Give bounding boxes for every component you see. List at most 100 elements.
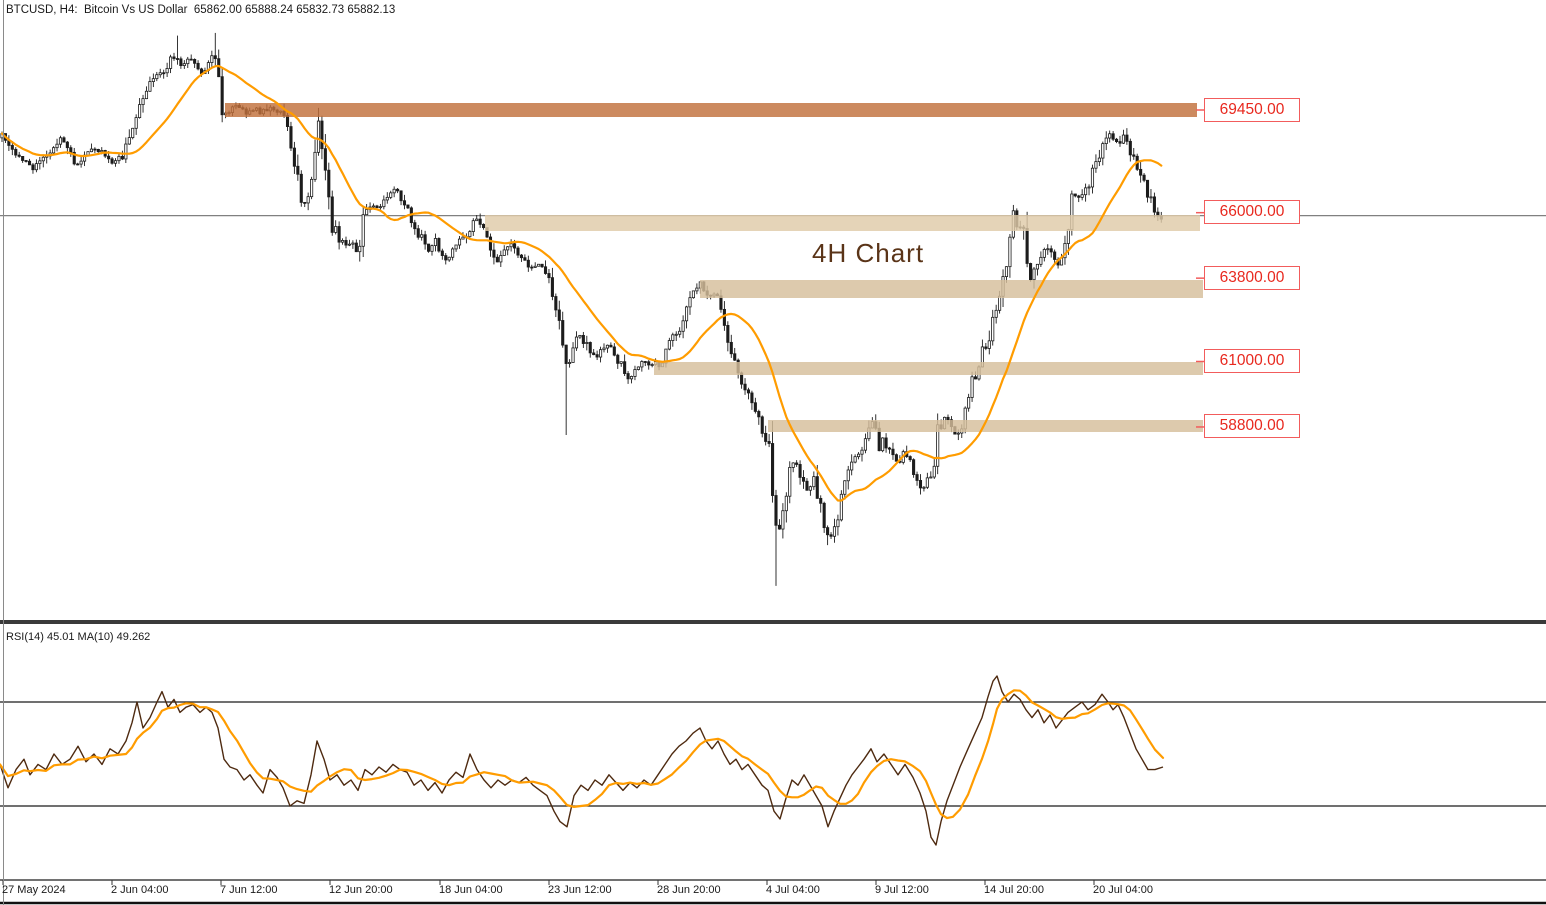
- candle-up: [860, 449, 864, 455]
- price-level-tag-61000[interactable]: 61000.00: [1204, 348, 1300, 373]
- axis-ticks: [2, 880, 1095, 885]
- price-level-tag-58800[interactable]: 58800.00: [1204, 414, 1300, 439]
- candle-down: [829, 534, 833, 537]
- candle-up: [925, 477, 929, 488]
- panel-splitter[interactable]: [0, 620, 1546, 624]
- supply-demand-zone-61000[interactable]: [654, 362, 1203, 375]
- rsi-indicator-label: RSI(14) 45.01 MA(10) 49.262: [6, 631, 151, 643]
- candle-down: [729, 341, 733, 355]
- candle-up: [1042, 249, 1046, 258]
- candle-down: [946, 416, 950, 421]
- candle-up: [165, 68, 169, 74]
- candle-down: [588, 342, 592, 354]
- candle-up: [186, 58, 190, 65]
- candle-up: [155, 74, 159, 80]
- candle-down: [175, 58, 179, 60]
- candle-down: [1111, 133, 1115, 140]
- candle-up: [141, 98, 145, 106]
- candle-down: [805, 480, 809, 491]
- candle-down: [323, 148, 327, 171]
- candle-up: [124, 143, 128, 160]
- candle-up: [55, 143, 59, 149]
- candle-down: [530, 266, 534, 269]
- candle-down: [771, 443, 775, 496]
- candle-down: [14, 148, 18, 156]
- candle-up: [365, 209, 369, 216]
- candle-down: [581, 335, 585, 344]
- candle-down: [1115, 138, 1119, 142]
- candle-down: [31, 164, 35, 171]
- candle-down: [733, 353, 737, 361]
- price-level-tag-63800[interactable]: 63800.00: [1204, 265, 1300, 290]
- candle-down: [743, 383, 747, 391]
- candle-up: [113, 160, 118, 164]
- candle-up: [89, 148, 93, 153]
- candle-up: [685, 306, 689, 322]
- candle-up: [148, 81, 152, 92]
- candle-down: [526, 259, 530, 268]
- candle-down: [767, 441, 771, 444]
- candle-up: [52, 147, 56, 154]
- candle-down: [107, 155, 111, 160]
- candle-down: [887, 447, 892, 450]
- rsi-line: [0, 675, 1164, 846]
- supply-demand-zone-63800[interactable]: [700, 280, 1203, 298]
- candle-down: [93, 148, 97, 151]
- candle-up: [313, 151, 317, 180]
- candle-down: [973, 376, 978, 380]
- candle-up: [1121, 134, 1125, 144]
- candle-down: [592, 352, 596, 356]
- candle-down: [110, 158, 114, 164]
- candle-down: [616, 354, 620, 364]
- candle-up: [784, 495, 788, 512]
- time-axis-label: 27 May 2024: [2, 884, 66, 896]
- candle-down: [292, 147, 296, 167]
- candle-down: [193, 59, 197, 64]
- candle-down: [795, 462, 799, 465]
- candle-down: [815, 476, 819, 499]
- candle-up: [1039, 256, 1043, 265]
- candle-down: [10, 145, 14, 150]
- supply-demand-zone-66000[interactable]: [485, 215, 1200, 231]
- candle-up: [58, 137, 63, 145]
- candle-down: [819, 497, 823, 504]
- candle-up: [169, 56, 173, 69]
- candle-down: [482, 223, 486, 229]
- candle-up: [1094, 161, 1098, 169]
- candle-up: [832, 526, 837, 537]
- candle-down: [1145, 179, 1150, 198]
- candle-down: [330, 196, 334, 233]
- candle-down: [162, 72, 166, 75]
- candle-up: [433, 238, 437, 247]
- candle-up: [1097, 157, 1101, 163]
- candle-down: [217, 58, 221, 78]
- supply-demand-zone-58800[interactable]: [768, 420, 1203, 432]
- candle-down: [540, 263, 544, 268]
- price-level-tag-69450[interactable]: 69450.00: [1204, 97, 1300, 122]
- candle-down: [564, 344, 568, 364]
- candle-up: [1149, 196, 1153, 199]
- candle-down: [798, 464, 802, 478]
- candle-down: [523, 257, 527, 261]
- time-axis[interactable]: [0, 879, 1546, 905]
- supply-demand-zone-69450[interactable]: [225, 103, 1197, 117]
- price-panel: [0, 32, 1546, 586]
- price-level-tag-66000[interactable]: 66000.00: [1204, 200, 1300, 225]
- candle-up: [1087, 186, 1091, 189]
- chart-annotation-text[interactable]: 4H Chart: [812, 238, 925, 268]
- candle-down: [918, 480, 923, 489]
- candle-up: [134, 117, 138, 129]
- candle-down: [21, 156, 25, 161]
- candle-up: [846, 469, 850, 482]
- candle-up: [1063, 243, 1067, 259]
- candle-down: [1049, 248, 1053, 253]
- candle-up: [533, 265, 537, 268]
- candle-up: [468, 231, 472, 238]
- candle-up: [361, 214, 365, 247]
- candle-up: [100, 150, 104, 153]
- candle-down: [894, 454, 898, 462]
- candle-down: [437, 238, 441, 252]
- candle-up: [994, 309, 998, 318]
